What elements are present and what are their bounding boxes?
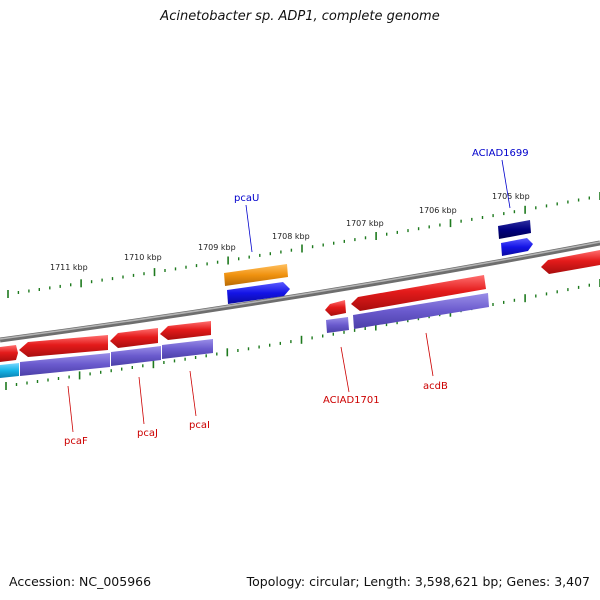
label-leaders	[67, 159, 511, 433]
gene-acdB[interactable]	[351, 275, 486, 311]
gene-pcaJ[interactable]	[110, 328, 158, 348]
gene-ACIAD1701-cds[interactable]	[326, 317, 349, 333]
label-pcaU[interactable]: pcaU	[234, 193, 259, 204]
gene-pcaJ-cds[interactable]	[111, 346, 161, 366]
label-acdB[interactable]: acdB	[423, 381, 448, 392]
accession-text: Accession: NC_005966	[9, 574, 152, 589]
gene-pcaU-cds[interactable]	[227, 282, 290, 304]
gene-pcaF[interactable]	[19, 335, 108, 357]
gene-ACIAD1699[interactable]	[498, 220, 531, 239]
label-pcaF[interactable]: pcaF	[64, 436, 88, 447]
scale-ticks-top	[7, 192, 600, 298]
gene-red-fragment[interactable]	[0, 345, 18, 362]
label-ACIAD1701[interactable]: ACIAD1701	[323, 395, 380, 406]
gene-ACIAD1699-cds[interactable]	[501, 238, 533, 256]
genome-summary-text: Topology: circular; Length: 3,598,621 bp…	[246, 574, 590, 589]
kbp-label-1711: 1711 kbp	[50, 263, 88, 272]
label-pcaJ[interactable]: pcaJ	[137, 428, 158, 439]
gene-pcaU[interactable]	[224, 264, 288, 286]
gene-pcaI-cds[interactable]	[162, 339, 213, 359]
gene-red-fragment-right[interactable]	[541, 250, 600, 274]
kbp-label-1705: 1705 kbp	[492, 192, 530, 201]
map-title: Acinetobacter sp. ADP1, complete genome	[160, 9, 440, 24]
kbp-label-1707: 1707 kbp	[346, 219, 384, 228]
gene-cyan-fragment[interactable]	[0, 363, 19, 378]
scale-labels: 1711 kbp 1710 kbp 1709 kbp 1708 kbp 1707…	[50, 192, 530, 272]
gene-features	[0, 220, 600, 378]
kbp-label-1709: 1709 kbp	[198, 243, 236, 252]
kbp-label-1706: 1706 kbp	[419, 206, 457, 215]
label-pcaI[interactable]: pcaI	[189, 420, 210, 431]
label-ACIAD1699[interactable]: ACIAD1699	[472, 148, 529, 159]
gene-pcaI[interactable]	[160, 321, 211, 340]
gene-pcaF-cds[interactable]	[20, 353, 110, 376]
kbp-label-1710: 1710 kbp	[124, 253, 162, 262]
gene-acdB-cds[interactable]	[353, 293, 489, 329]
genome-backbone	[0, 240, 600, 343]
kbp-label-1708: 1708 kbp	[272, 232, 310, 241]
gene-labels: pcaU ACIAD1699 pcaF pcaJ pcaI ACIAD1701 …	[64, 148, 529, 447]
gene-ACIAD1701[interactable]	[325, 300, 346, 316]
